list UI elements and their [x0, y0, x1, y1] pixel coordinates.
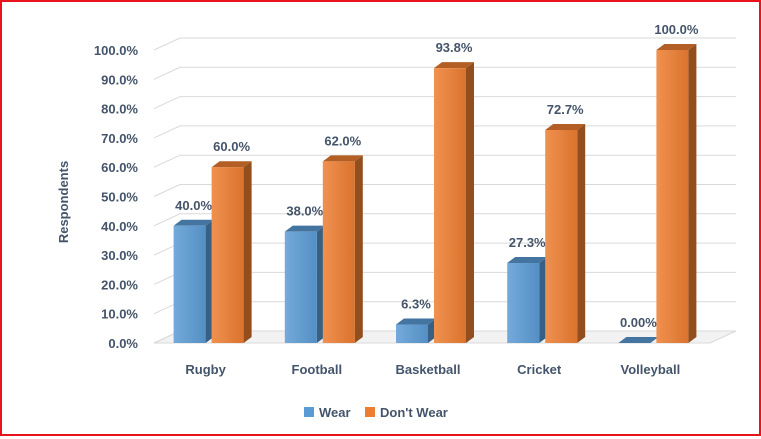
- bar-front: [656, 50, 689, 343]
- bar-front: [173, 225, 206, 343]
- legend-label: Wear: [319, 405, 351, 420]
- y-tick-label: 60.0%: [101, 160, 138, 175]
- data-label: 60.0%: [213, 139, 250, 154]
- bar-front: [507, 263, 540, 343]
- gridline: [153, 66, 736, 80]
- x-tick-label: Basketball: [395, 362, 460, 377]
- bar-don-t-wear-rugby: 60.0%: [211, 139, 252, 343]
- bar-top: [396, 318, 436, 325]
- bar-side: [577, 123, 586, 343]
- y-axis-title: Respondents: [56, 161, 71, 243]
- legend-swatch: [365, 407, 375, 417]
- bar-front: [396, 324, 428, 343]
- y-tick-label: 100.0%: [94, 43, 139, 58]
- y-axis-ticks: 0.0% 10.0% 20.0% 30.0% 40.0% 50.0% 60.0% 70.0% 8…: [94, 43, 139, 351]
- bars: 40.0% 60.0% 38.0% 62.0% 6.3% 93.8% 27.3% 72.7% 0…: [173, 22, 699, 343]
- y-tick-label: 50.0%: [101, 190, 138, 205]
- bar-top: [434, 62, 474, 69]
- y-tick-label: 90.0%: [101, 72, 138, 87]
- x-tick-label: Rugby: [185, 362, 226, 377]
- legend: Wear Don't Wear: [304, 405, 448, 420]
- y-tick-label: 30.0%: [101, 248, 138, 263]
- data-label: 6.3%: [401, 297, 431, 312]
- legend-swatch: [304, 407, 314, 417]
- y-tick-label: 10.0%: [101, 307, 138, 322]
- bar-top: [507, 257, 548, 264]
- gridline: [153, 96, 736, 110]
- bar-side: [466, 62, 474, 343]
- data-label: 40.0%: [175, 198, 212, 213]
- data-label: 38.0%: [286, 204, 323, 219]
- bar-top: [211, 161, 252, 168]
- bar-wear-volleyball: 0.00%: [618, 315, 659, 343]
- bar-wear-basketball: 6.3%: [396, 297, 436, 343]
- data-label: 62.0%: [324, 133, 361, 148]
- bar-don-t-wear-volleyball: 100.0%: [654, 22, 699, 343]
- bar-top: [656, 44, 697, 50]
- bar-wear-rugby: 40.0%: [173, 198, 214, 343]
- y-tick-label: 80.0%: [101, 102, 138, 117]
- bar-top: [618, 337, 659, 343]
- gridline: [153, 37, 736, 51]
- bar-top: [322, 155, 363, 162]
- data-label: 100.0%: [654, 22, 699, 37]
- bar-wear-football: 38.0%: [284, 204, 325, 343]
- bar-front: [284, 231, 317, 343]
- bar-front: [211, 167, 244, 343]
- x-tick-label: Cricket: [517, 362, 562, 377]
- bar-side: [354, 155, 363, 343]
- bar-top: [545, 123, 586, 130]
- y-tick-label: 0.0%: [108, 336, 138, 351]
- x-tick-label: Football: [292, 362, 343, 377]
- y-tick-label: 20.0%: [101, 277, 138, 292]
- data-label: 27.3%: [509, 235, 546, 250]
- legend-item: Wear: [304, 405, 351, 420]
- bar-wear-cricket: 27.3%: [507, 235, 548, 343]
- bar-don-t-wear-basketball: 93.8%: [434, 40, 474, 343]
- legend-label: Don't Wear: [380, 405, 448, 420]
- bar-top: [284, 225, 325, 232]
- bar-don-t-wear-football: 62.0%: [322, 133, 363, 343]
- x-tick-label: Volleyball: [621, 362, 681, 377]
- legend-item: Don't Wear: [365, 405, 448, 420]
- bar-top: [173, 219, 214, 226]
- x-axis-ticks: Rugby Football Basketball Cricket Volleyball: [185, 362, 680, 377]
- bar-chart: 0.0% 10.0% 20.0% 30.0% 40.0% 50.0% 60.0% 70.0% 8…: [56, 22, 737, 420]
- bar-front: [322, 161, 355, 343]
- bar-don-t-wear-cricket: 72.7%: [545, 102, 586, 343]
- y-tick-label: 40.0%: [101, 219, 138, 234]
- y-tick-label: 70.0%: [101, 131, 138, 146]
- bar-front: [545, 129, 578, 343]
- data-label: 72.7%: [547, 102, 584, 117]
- bar-front: [434, 68, 466, 343]
- bar-side: [243, 161, 252, 343]
- data-label: 93.8%: [436, 40, 473, 55]
- data-label: 0.00%: [620, 315, 657, 330]
- bar-side: [688, 44, 697, 343]
